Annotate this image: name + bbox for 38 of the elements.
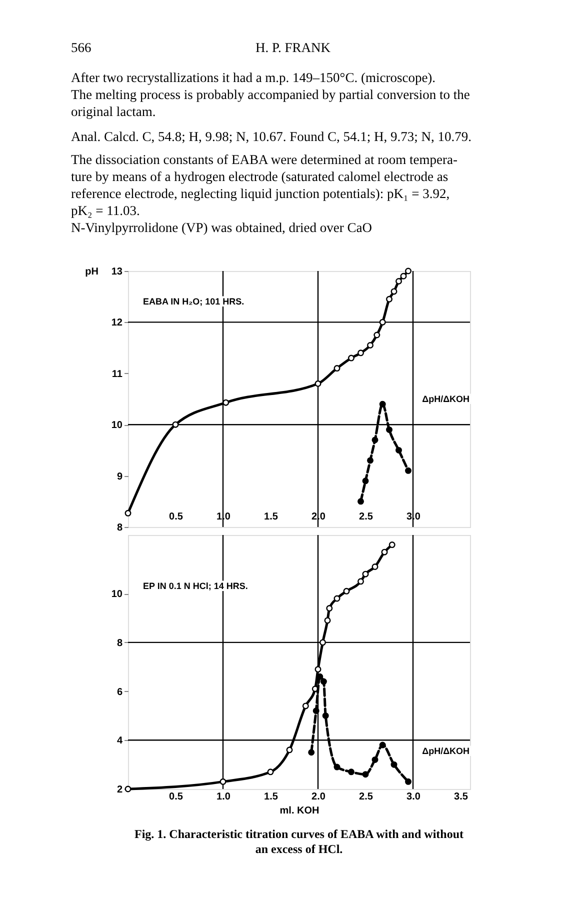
y-tick-label: 6 (116, 686, 123, 698)
x-tick-label: 1.5 (264, 512, 278, 522)
annotation: ΔpH/ΔKOH (422, 746, 470, 756)
x-tick-label: 0.5 (169, 512, 184, 522)
y-tick-label: 8 (116, 638, 123, 649)
y-tick-label: 2 (116, 784, 123, 796)
text: reference electrode, neglecting liquid junction potentials): pK₁ = 3.92, (71, 186, 450, 201)
y-tick-label: 10 (111, 589, 123, 600)
text: N-Vinylpyrrolidone (VP) was obtained, dried over CaO (71, 220, 372, 235)
caption: Fig. 1. Characteristic titration curves of EABA with and without (134, 827, 464, 841)
x-tick-label: 3.0 (406, 792, 421, 802)
text: pK₂ = 11.03. (71, 203, 140, 218)
text: After two recrystallizations it had a m.p. 149–150°C. (microscope). (71, 70, 436, 85)
annotation: ΔpH/ΔKOH (422, 394, 470, 404)
y-tick-label: 11 (112, 368, 123, 380)
text: The dissociation constants of EABA were determined at room tempera- (71, 152, 458, 167)
y-tick-label: 13 (111, 266, 123, 278)
y-tick-label: 10 (111, 420, 123, 432)
y-tick-label: 8 (116, 522, 123, 534)
x-tick-label: 3.5 (454, 792, 468, 802)
x-tick-label: 0.5 (169, 792, 184, 802)
text: ture by means of a hydrogen electrode (saturated calomel electrode as (71, 169, 448, 184)
text: original lactam. (71, 104, 156, 119)
text: The melting process is probably accompanied by partial conversion to the (71, 87, 470, 102)
y-tick-label: 4 (116, 736, 123, 747)
text: 566 (71, 40, 92, 55)
x-axis-title: ml. KOH (280, 806, 320, 816)
text: H. P. FRANK (255, 40, 331, 55)
text: an excess of HCl. (255, 842, 343, 856)
x-tick-label: 1.5 (264, 792, 278, 802)
y-tick-label: 12 (111, 318, 123, 329)
x-tick-label: 2.5 (359, 512, 374, 522)
y-tick-label: 9 (116, 471, 123, 482)
y-axis-title: pH (85, 266, 98, 278)
x-tick-label: 1.0 (216, 792, 231, 802)
text: Anal. Calcd. C, 54.8; H, 9.98; N, 10.67. Found C, 54.1; H, 9.73; N, 10.79. (71, 129, 472, 144)
x-tick-label: 2.0 (312, 792, 326, 802)
x-tick-label: 2.5 (359, 792, 374, 802)
